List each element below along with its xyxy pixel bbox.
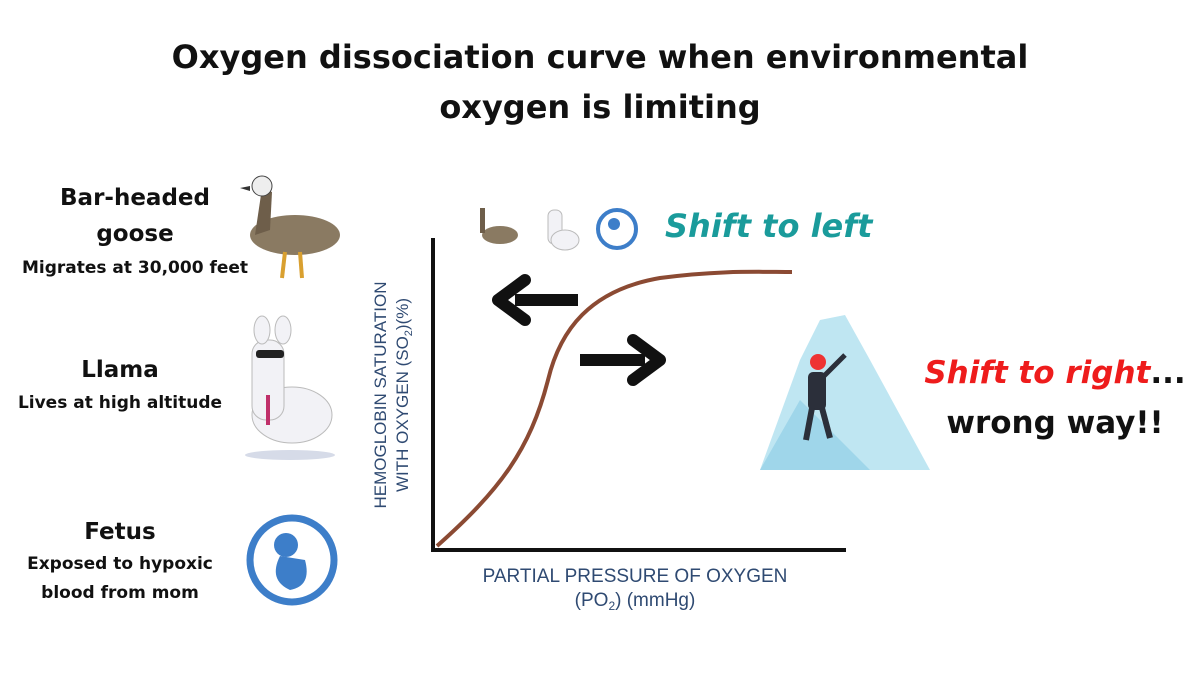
dissociation-curve: [435, 269, 793, 548]
wrong-way-label: wrong way!!: [946, 405, 1164, 441]
y-axis-label: WITH OXYGEN (SO2)(%): [393, 298, 415, 492]
left-arrow: [492, 274, 578, 326]
animal-name: Fetus: [84, 519, 156, 545]
right-arrow: [580, 334, 666, 386]
llama-icon: [245, 315, 335, 460]
shift-left-label: Shift to left: [665, 207, 873, 245]
shift-right-label: Shift to right...: [920, 355, 1190, 391]
title: Oxygen dissociation curve when environme…: [171, 38, 1029, 126]
x-axis-label: PARTIAL PRESSURE OF OXYGEN: [483, 566, 788, 587]
fetus-icon: [246, 514, 338, 606]
animal-name: Bar-headed goose: [60, 185, 210, 247]
animal-note: Migrates at 30,000 feet: [21, 258, 249, 278]
animal-name: Llama: [81, 357, 159, 383]
small-icons: [480, 208, 638, 251]
climber-icon: [760, 315, 930, 470]
y-axis-label: HEMOGLOBIN SATURATION: [371, 281, 390, 508]
goose-icon: [240, 175, 340, 279]
shift-right-text: Shift to right: [924, 355, 1151, 391]
animal-note: Exposed to hypoxic blood from mom: [27, 554, 213, 603]
x-axis-label: (PO2) (mmHg): [575, 590, 696, 613]
ellipsis: ...: [1150, 355, 1186, 391]
animal-note: Lives at high altitude: [17, 393, 223, 413]
